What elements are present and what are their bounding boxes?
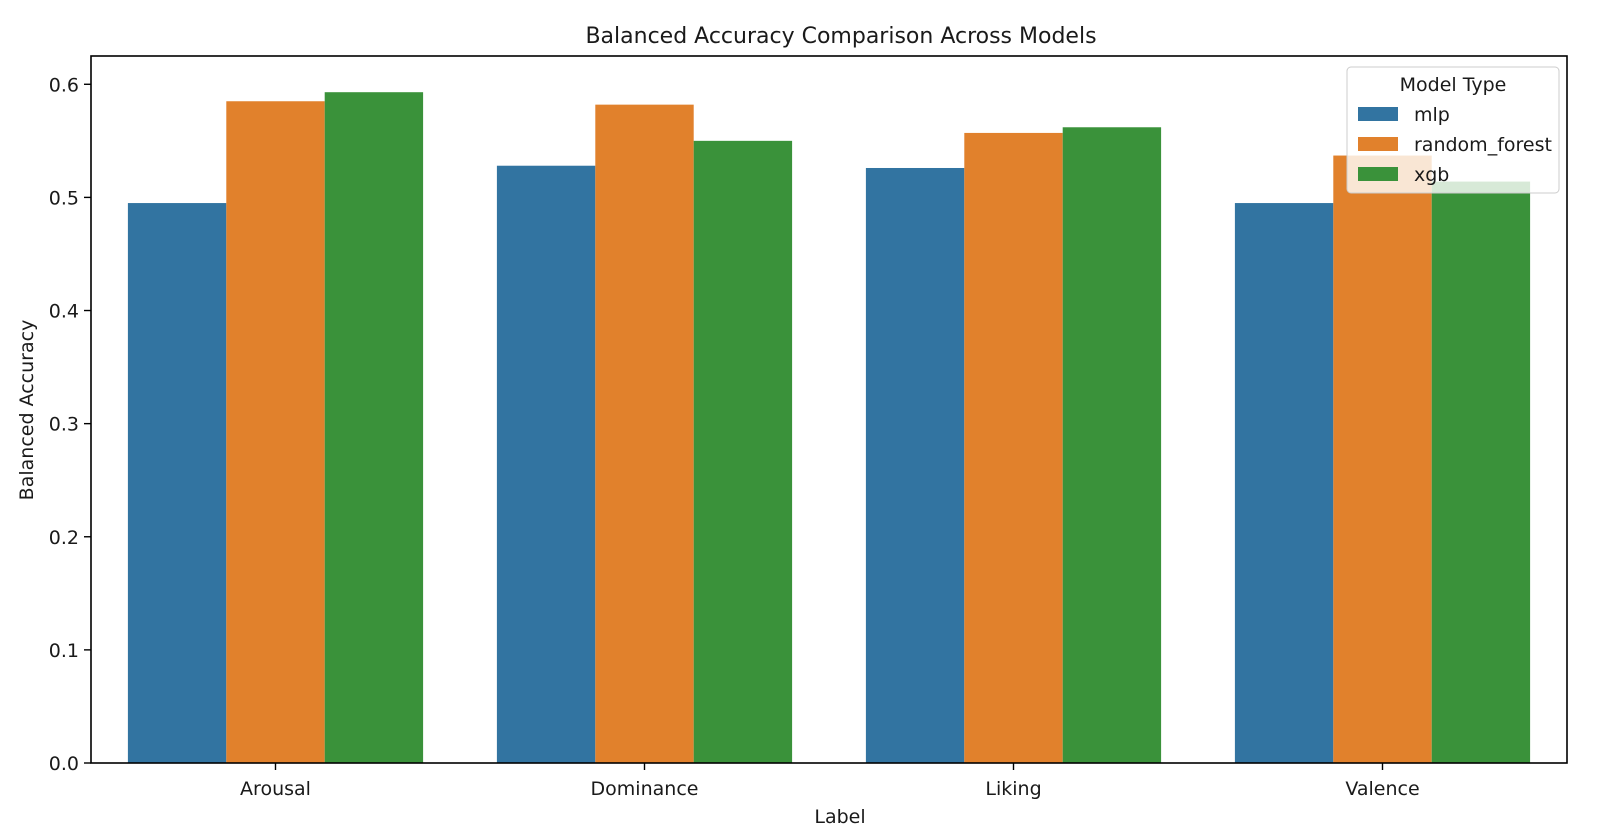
legend-label-xgb: xgb [1414, 164, 1449, 186]
legend-swatch-random-forest [1358, 137, 1398, 151]
bar-mlp-liking [865, 167, 965, 764]
y-tick-label: 0.0 [49, 753, 79, 775]
y-tick-label: 0.4 [49, 301, 79, 323]
x-tick-label: Liking [985, 778, 1041, 800]
x-tick-label: Arousal [240, 778, 311, 800]
y-axis-label: Balanced Accuracy [16, 320, 38, 501]
bar-xgb-valence [1431, 181, 1531, 763]
bar-random-forest-valence [1333, 155, 1432, 763]
bar-random-forest-dominance [595, 104, 694, 763]
y-tick-label: 0.5 [49, 187, 79, 209]
y-axis: 0.0 0.1 0.2 0.3 0.4 0.5 0.6 [49, 74, 91, 775]
x-tick-label: Valence [1345, 778, 1419, 800]
legend-label-random-forest: random_forest [1414, 134, 1552, 156]
bar-mlp-arousal [127, 203, 227, 763]
y-tick-label: 0.3 [49, 414, 79, 436]
x-axis-label: Label [814, 806, 865, 828]
chart-title: Balanced Accuracy Comparison Across Mode… [585, 24, 1096, 49]
bar-xgb-dominance [693, 140, 793, 764]
y-tick-label: 0.2 [49, 527, 79, 549]
x-axis: Arousal Dominance Liking Valence [240, 763, 1420, 800]
bar-xgb-arousal [324, 92, 424, 763]
bar-random-forest-arousal [226, 101, 325, 764]
bar-random-forest-liking [964, 132, 1063, 763]
bar-xgb-liking [1062, 127, 1162, 763]
bar-mlp-valence [1234, 203, 1334, 763]
plot-frame [90, 55, 1568, 764]
legend-swatch-mlp [1358, 107, 1398, 121]
y-tick-label: 0.1 [49, 640, 79, 662]
x-tick-label: Dominance [591, 778, 699, 800]
legend-frame [1346, 66, 1560, 194]
legend-swatch-xgb [1358, 167, 1398, 181]
y-tick-label: 0.6 [49, 74, 79, 96]
bar-mlp-dominance [496, 165, 596, 764]
bars-layer [127, 92, 1531, 764]
legend-label-mlp: mlp [1414, 104, 1450, 126]
legend-title: Model Type [1400, 74, 1507, 96]
